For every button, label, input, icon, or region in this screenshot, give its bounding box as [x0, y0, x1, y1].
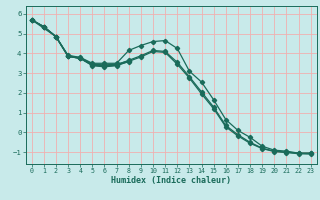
X-axis label: Humidex (Indice chaleur): Humidex (Indice chaleur) — [111, 176, 231, 185]
